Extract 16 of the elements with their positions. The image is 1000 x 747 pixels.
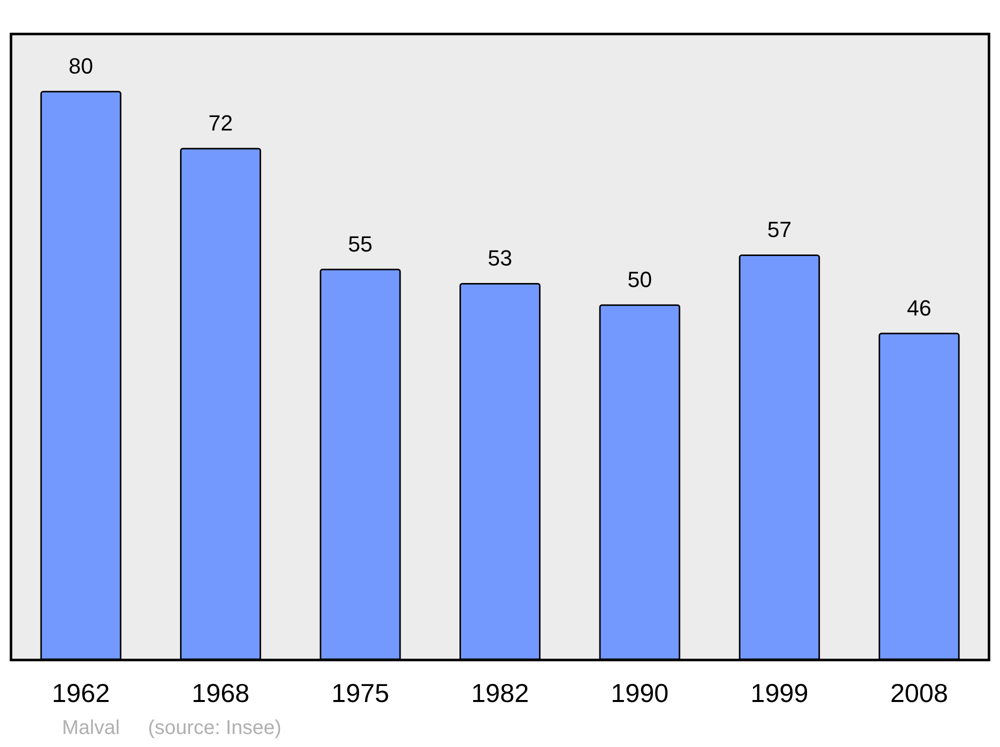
x-tick-label: 1968 — [192, 678, 250, 708]
data-label: 72 — [208, 110, 233, 136]
x-tick-label: 1982 — [471, 678, 529, 708]
data-label: 46 — [906, 295, 932, 320]
data-label: 55 — [348, 231, 373, 256]
text: (source: Insee) — [148, 717, 282, 739]
x-tick-label: 1999 — [750, 678, 808, 708]
data-label: 53 — [488, 245, 512, 270]
x-tick-label: 2008 — [890, 678, 948, 708]
text: Malval — [62, 717, 120, 739]
data-label: 80 — [68, 53, 94, 78]
x-tick-label: 1962 — [52, 678, 110, 708]
data-label: 57 — [767, 217, 792, 242]
x-tick-label: 1975 — [331, 678, 390, 708]
data-label: 50 — [627, 266, 652, 292]
x-tick-label: 1990 — [610, 678, 669, 708]
